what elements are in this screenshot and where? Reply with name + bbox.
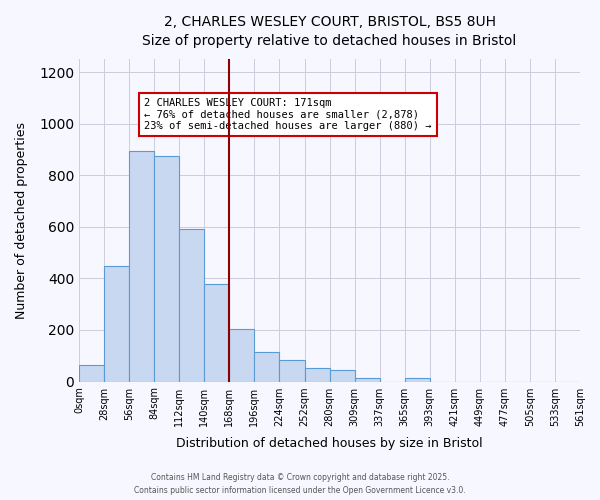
Y-axis label: Number of detached properties: Number of detached properties (15, 122, 28, 319)
Bar (104, 266, 129, 382)
Bar (129, 151, 154, 382)
Bar (229, 328, 254, 382)
Bar (355, 378, 380, 382)
Bar (154, 156, 179, 382)
Bar (404, 378, 430, 382)
Text: 2 CHARLES WESLEY COURT: 171sqm
← 76% of detached houses are smaller (2,878)
23% : 2 CHARLES WESLEY COURT: 171sqm ← 76% of … (144, 98, 432, 131)
Bar (205, 284, 229, 382)
Bar (79, 365, 104, 382)
Text: Contains HM Land Registry data © Crown copyright and database right 2025.
Contai: Contains HM Land Registry data © Crown c… (134, 474, 466, 495)
Bar (280, 360, 305, 382)
Bar (254, 352, 280, 382)
Bar (305, 368, 329, 382)
Bar (329, 370, 355, 382)
Title: 2, CHARLES WESLEY COURT, BRISTOL, BS5 8UH
Size of property relative to detached : 2, CHARLES WESLEY COURT, BRISTOL, BS5 8U… (142, 15, 517, 48)
Bar (179, 230, 205, 382)
X-axis label: Distribution of detached houses by size in Bristol: Distribution of detached houses by size … (176, 437, 483, 450)
